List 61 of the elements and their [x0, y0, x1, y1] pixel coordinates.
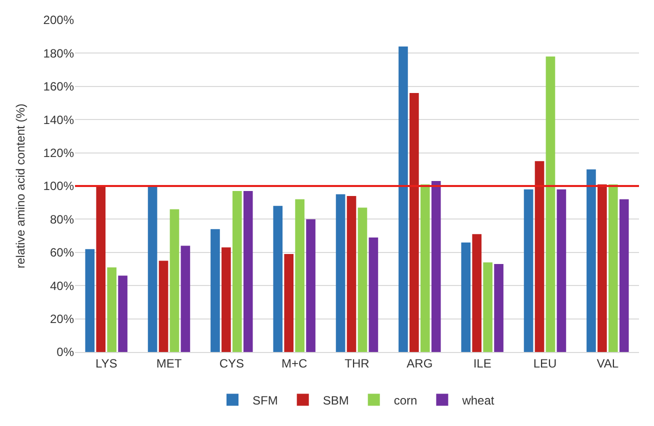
- y-tick-label: 80%: [50, 212, 74, 226]
- bar: [472, 234, 482, 352]
- x-tick-label: LEU: [533, 356, 557, 370]
- bar: [222, 247, 231, 352]
- bar: [210, 229, 220, 352]
- legend-label: SBM: [322, 393, 349, 408]
- bar: [85, 249, 95, 352]
- x-tick-label: ILE: [473, 356, 492, 370]
- y-tick-label: 60%: [50, 246, 74, 260]
- x-tick-label: LYS: [95, 356, 118, 370]
- legend-label: SFM: [252, 393, 278, 408]
- bar: [273, 206, 283, 352]
- bar: [107, 267, 116, 352]
- bar: [586, 169, 596, 352]
- x-tick-label: MET: [156, 356, 182, 370]
- bar: [358, 208, 368, 352]
- bar: [534, 161, 544, 352]
- bar: [420, 184, 430, 352]
- bar: [170, 209, 180, 352]
- bar: [431, 181, 441, 352]
- y-tick-label: 180%: [43, 46, 74, 60]
- bar: [608, 184, 618, 352]
- bar: [461, 242, 471, 352]
- bar: [556, 189, 566, 352]
- bar: [232, 190, 242, 352]
- bar: [598, 184, 607, 352]
- x-tick-label: M+C: [281, 356, 308, 370]
- bar: [96, 186, 106, 352]
- y-tick-label: 200%: [43, 13, 74, 28]
- bar: [483, 262, 492, 352]
- y-tick-label: 100%: [43, 179, 74, 194]
- bar: [336, 194, 346, 352]
- bar: [368, 237, 378, 352]
- bar: [243, 190, 253, 352]
- y-tick-label: 160%: [43, 80, 74, 94]
- bar: [494, 264, 504, 352]
- y-tick-label: 120%: [43, 146, 74, 160]
- legend-label: corn: [394, 393, 418, 408]
- bar: [619, 199, 629, 352]
- bar: [398, 46, 408, 352]
- bar: [306, 219, 316, 352]
- bar: [284, 254, 294, 352]
- bar: [524, 189, 534, 352]
- y-tick-label: 0%: [56, 345, 74, 360]
- bar: [346, 196, 356, 352]
- x-tick-label: ARG: [406, 356, 433, 370]
- x-tick-label: CYS: [219, 356, 244, 370]
- y-tick-label: 140%: [43, 112, 74, 127]
- bar: [410, 93, 419, 352]
- bar: [295, 199, 304, 352]
- y-tick-label: 40%: [50, 278, 74, 293]
- y-axis-title: relative amino acid content (%): [14, 104, 28, 268]
- bar: [180, 246, 190, 352]
- x-tick-label: THR: [344, 356, 370, 370]
- y-tick-label: 20%: [50, 312, 74, 326]
- bar: [546, 56, 556, 352]
- x-tick-label: VAL: [596, 356, 619, 370]
- legend-label: wheat: [461, 393, 495, 408]
- bar: [118, 276, 128, 352]
- bar: [148, 186, 158, 352]
- bar: [158, 260, 168, 352]
